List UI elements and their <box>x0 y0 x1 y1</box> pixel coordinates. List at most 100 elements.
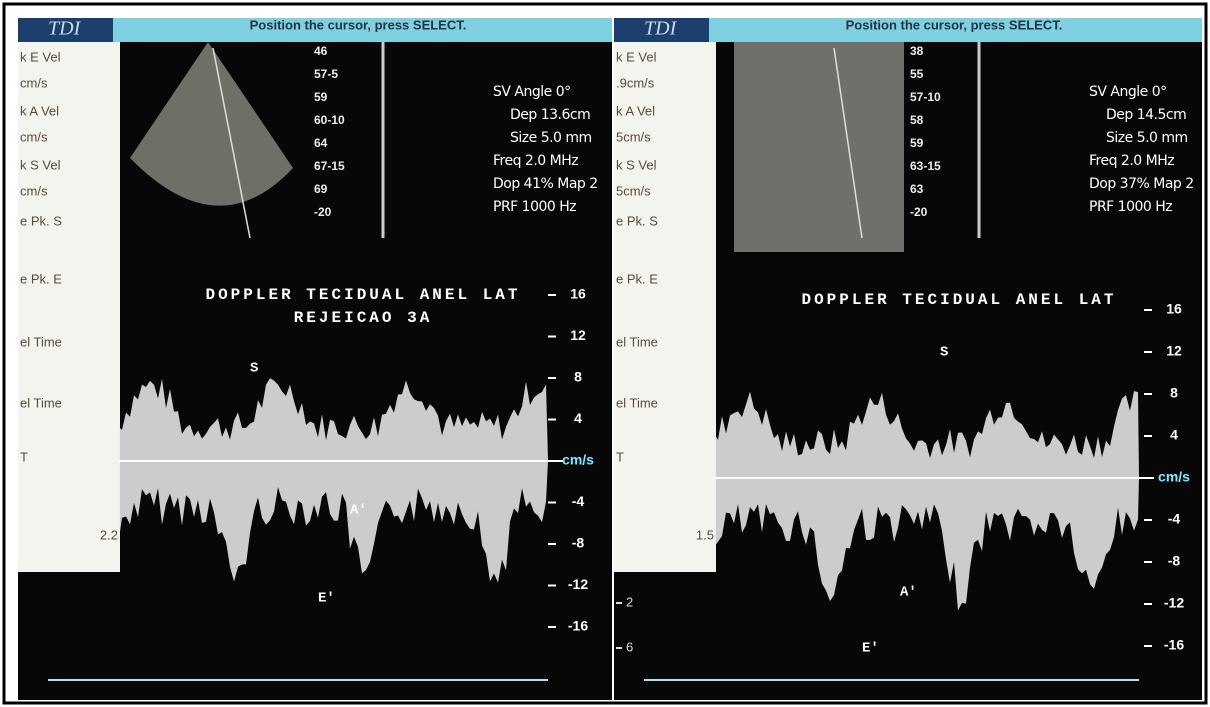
menu-area <box>614 42 716 572</box>
menu-area <box>18 42 120 572</box>
velocity-label: -8 <box>1168 553 1181 569</box>
velocity-label: -16 <box>1164 637 1184 653</box>
menu-item: k A Vel <box>20 103 59 118</box>
monitor-panel: TDI Position the cursor, press SELECT. k E… <box>614 17 1202 700</box>
cursor-line <box>833 47 863 239</box>
velocity-label: cm/s <box>562 452 594 468</box>
velocity-label: -4 <box>1168 511 1181 527</box>
prompt-bar <box>709 18 1202 42</box>
menu-item: e Pk. E <box>616 271 658 286</box>
menu-item: el Time <box>616 395 658 410</box>
depth-label: 67-15 <box>314 159 345 173</box>
mode-label: TDI <box>644 18 678 40</box>
setting: Dep 14.5cm <box>1106 107 1186 123</box>
wave-marker: A' <box>350 503 367 519</box>
setting: Dop 37% Map 2 <box>1089 176 1194 192</box>
wave-marker: S <box>250 361 258 377</box>
menu-item: T <box>20 449 28 464</box>
depth-label: 59 <box>314 90 328 104</box>
echo-image <box>130 42 293 206</box>
depth-label: 63 <box>910 182 924 196</box>
menu-item: cm/s <box>20 75 48 90</box>
menu-item: k S Vel <box>20 157 61 172</box>
setting: Size 5.0 mm <box>510 130 592 146</box>
menu-item: .9cm/s <box>616 75 655 90</box>
depth-label: 58 <box>910 113 924 127</box>
menu-item: cm/s <box>20 183 48 198</box>
menu-item: k E Vel <box>616 49 657 64</box>
velocity-label: 12 <box>1166 343 1182 359</box>
spectrum-title: REJEICAO 3A <box>294 309 433 327</box>
prompt-bar <box>113 18 612 42</box>
depth-label: 46 <box>314 44 328 58</box>
menu-item: 5cm/s <box>616 129 651 144</box>
setting: Freq 2.0 MHz <box>1089 153 1174 169</box>
setting: PRF 1000 Hz <box>1089 199 1172 215</box>
menu-item: el Time <box>616 334 658 349</box>
setting: Freq 2.0 MHz <box>493 153 578 169</box>
velocity-label: cm/s <box>1158 469 1190 485</box>
spectrum-title: DOPPLER TECIDUAL ANEL LAT <box>801 291 1116 309</box>
depth-label: -20 <box>314 205 332 219</box>
menu-item: T <box>616 449 624 464</box>
menu-tick <box>616 647 622 649</box>
echo-image <box>734 42 904 252</box>
depth-label: 57-5 <box>314 67 338 81</box>
prompt: Position the cursor, press SELECT. <box>846 17 1063 32</box>
velocity-label: 4 <box>574 410 582 426</box>
depth-label: 57-10 <box>910 90 941 104</box>
velocity-label: 8 <box>1170 385 1178 401</box>
setting: SV Angle 0° <box>493 84 571 100</box>
menu-item: el Time <box>20 395 62 410</box>
wave-marker: E' <box>318 591 335 607</box>
depth-label: 55 <box>910 67 924 81</box>
setting: Dop 41% Map 2 <box>493 176 598 192</box>
depth-label: 64 <box>314 136 328 150</box>
velocity-label: 16 <box>570 286 586 302</box>
menu-item: k A Vel <box>616 103 655 118</box>
depth-label: 63-15 <box>910 159 941 173</box>
setting: Size 5.0 mm <box>1106 130 1188 146</box>
doppler-negative <box>714 478 1139 611</box>
menu-item: 2.2 <box>100 527 118 542</box>
menu-item: k S Vel <box>616 157 657 172</box>
wave-marker: E' <box>862 641 879 657</box>
setting: SV Angle 0° <box>1089 84 1167 100</box>
menu-item: e Pk. S <box>20 213 62 228</box>
menu-item: k E Vel <box>20 49 61 64</box>
velocity-label: -16 <box>568 618 588 634</box>
menu-item: e Pk. S <box>616 213 658 228</box>
depth-label: 59 <box>910 136 924 150</box>
wave-marker: A' <box>900 585 917 601</box>
mode-label: TDI <box>48 18 82 40</box>
cursor-line <box>212 47 251 239</box>
mode-box <box>614 18 709 42</box>
menu-item: e Pk. E <box>20 271 62 286</box>
setting: PRF 1000 Hz <box>493 199 576 215</box>
velocity-label: 12 <box>570 327 586 343</box>
menu-item: 5cm/s <box>616 183 651 198</box>
depth-label: 38 <box>910 44 924 58</box>
prompt: Position the cursor, press SELECT. <box>250 17 467 32</box>
velocity-label: 16 <box>1166 301 1182 317</box>
menu-item: cm/s <box>20 129 48 144</box>
menu-tick <box>616 602 622 604</box>
velocity-label: -8 <box>572 535 585 551</box>
setting: Dep 13.6cm <box>510 107 590 123</box>
velocity-label: 8 <box>574 369 582 385</box>
menu-item: el Time <box>20 334 62 349</box>
depth-label: -20 <box>910 205 928 219</box>
depth-label: 69 <box>314 182 328 196</box>
wave-marker: S <box>940 345 948 361</box>
doppler-positive <box>118 378 548 461</box>
mode-box <box>18 18 113 42</box>
menu-item: 2 <box>626 594 633 609</box>
menu-item: 6 <box>626 639 633 654</box>
depth-label: 60-10 <box>314 113 345 127</box>
menu-item: 1.5 <box>696 527 714 542</box>
doppler-negative <box>118 461 548 583</box>
monitor-panel: TDI Position the cursor, press SELECT. k E… <box>18 17 612 700</box>
